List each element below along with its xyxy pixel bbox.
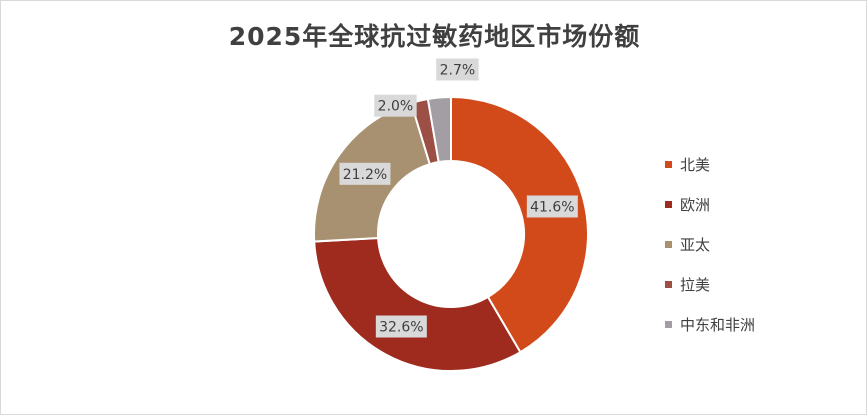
data-label-box-0 [526,195,578,218]
legend-label-4: 中东和非洲 [680,315,756,334]
legend-item-2: 亚太 [665,224,755,264]
legend-item-0: 北美 [665,144,755,184]
data-label-text-3: 2.0% [378,99,414,115]
legend-item-3: 拉美 [665,264,755,304]
chart-legend: 北美欧洲亚太拉美中东和非洲 [665,144,755,344]
legend-label-1: 欧洲 [680,195,711,214]
data-label-box-2 [339,162,391,185]
legend-swatch-4 [665,320,672,328]
data-label-box-4 [436,58,479,81]
data-label-text-2: 21.2% [343,167,387,183]
data-label-0: 41.6% [526,195,578,218]
data-label-box-1 [375,315,427,338]
data-label-3: 2.0% [374,94,417,117]
legend-swatch-0 [665,160,672,168]
data-label-text-4: 2.7% [440,62,476,78]
donut-slice-4 [426,95,452,164]
data-label-text-1: 32.6% [379,320,423,336]
legend-label-3: 拉美 [680,275,711,294]
donut-slice-0 [450,95,589,354]
legend-swatch-1 [665,200,672,208]
data-label-1: 32.6% [375,315,427,338]
data-label-text-0: 41.6% [530,199,574,215]
legend-item-1: 欧洲 [665,184,755,224]
data-label-4: 2.7% [436,58,479,81]
donut-slice-1 [313,236,522,372]
data-label-2: 21.2% [339,162,391,185]
data-label-box-3 [374,94,417,117]
legend-swatch-3 [665,280,672,288]
legend-swatch-2 [665,240,672,248]
chart-title: 2025年全球抗过敏药地区市场份额 [228,22,641,51]
legend-label-2: 亚太 [680,235,711,254]
legend-label-0: 北美 [680,155,711,174]
legend-item-4: 中东和非洲 [665,304,755,344]
